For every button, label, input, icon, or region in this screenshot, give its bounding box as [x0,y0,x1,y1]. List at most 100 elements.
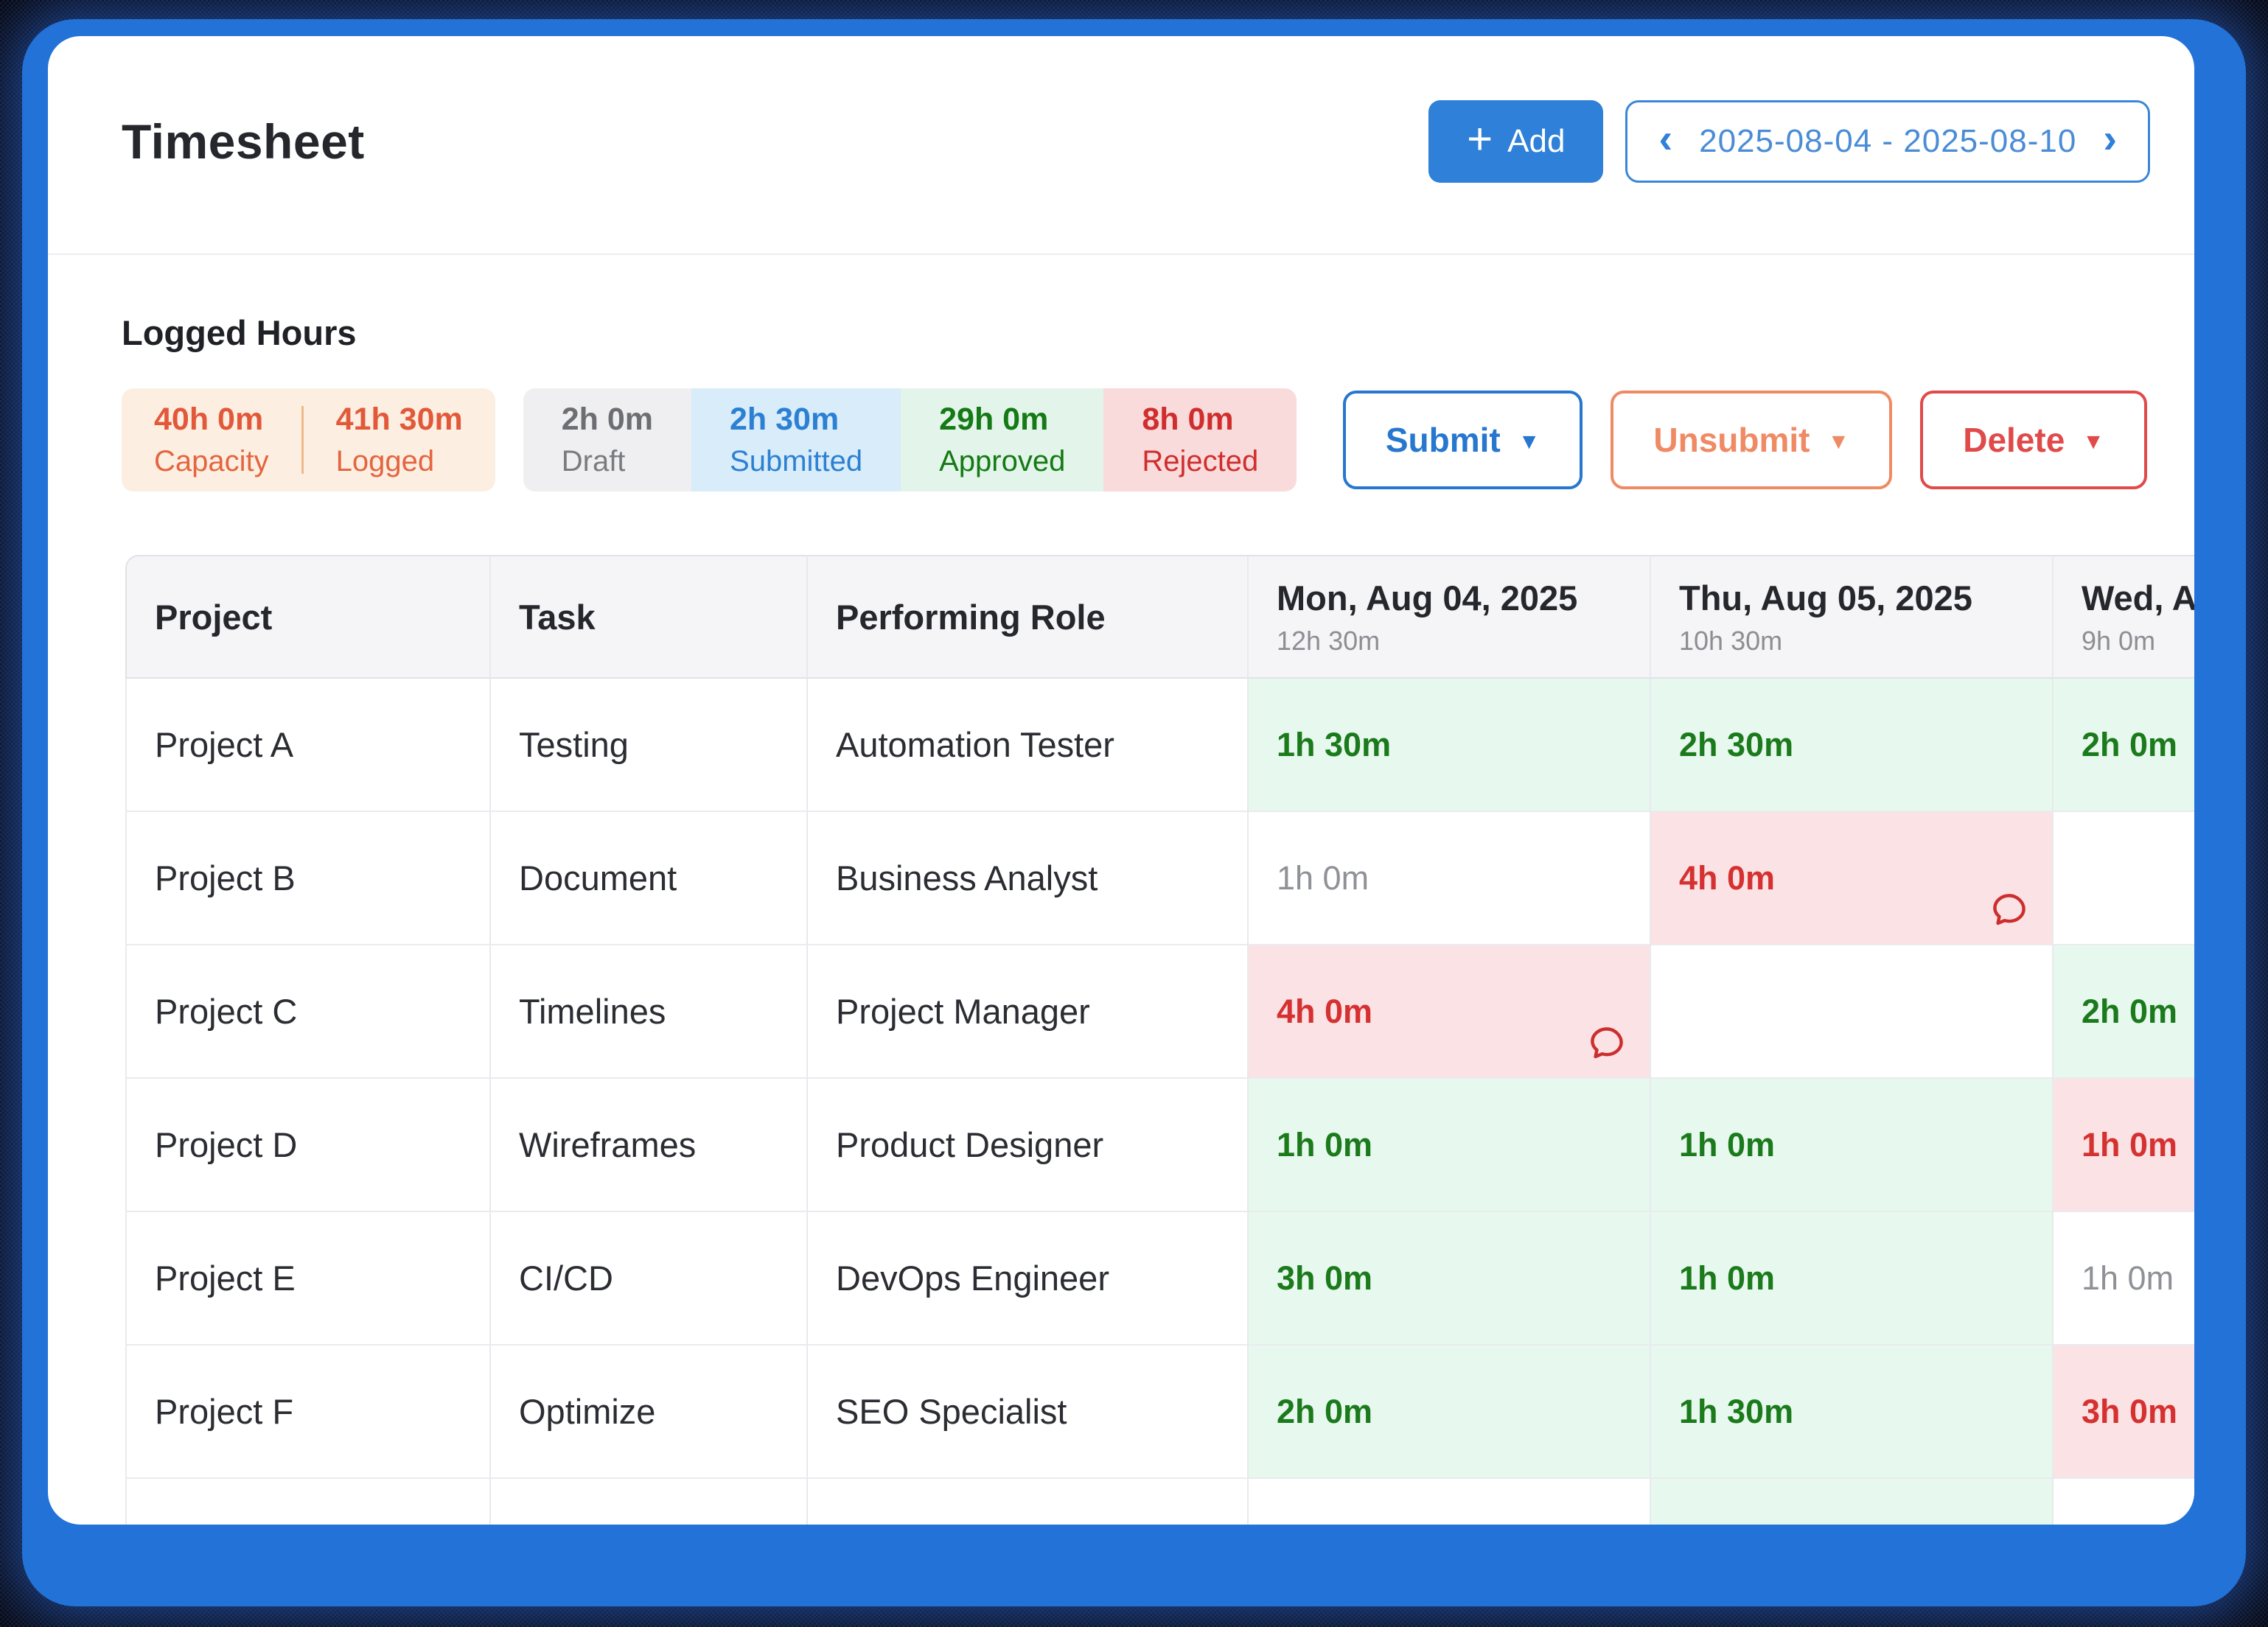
logged-time: 2h 0m [2082,725,2178,763]
project-cell: Project E [125,1212,491,1346]
column-header-day-2: Thu, Aug 05, 2025 10h 30m [1651,555,2054,679]
submit-button[interactable]: Submit ▼ [1342,391,1583,489]
task-cell: Optimize [491,1346,808,1479]
page-title: Timesheet [122,113,365,169]
capacity-stat: 40h 0m Capacity [122,400,301,480]
caret-down-icon: ▼ [1518,430,1541,454]
logged-time: 2h 0m [1277,1392,1373,1430]
rejected-label: Rejected [1142,444,1259,477]
logged-time: 4h 0m [1679,858,1776,897]
day-cell-empty[interactable] [1249,1479,1651,1525]
logged-time: 1h 0m [1679,1125,1776,1164]
unsubmit-button[interactable]: Unsubmit ▼ [1611,391,1893,489]
logged-time: 2h 0m [2082,992,2178,1030]
day-cell-approved[interactable]: 1h 30m [1651,1346,2054,1479]
day-cell-rejected[interactable]: 1h 0m [2054,1079,2194,1212]
role-cell: Automation Tester [808,679,1249,812]
table-row: Project GWrite blogContent Marketer 1h 0m [125,1479,2194,1525]
logged-hours-title: Logged Hours [122,313,357,352]
project-cell: Project A [125,679,491,812]
comment-icon [1591,1027,1623,1059]
day-cell-approved[interactable]: 1h 0m [1651,1479,2054,1525]
status-badge-approved: 29h 0m Approved [901,388,1104,491]
column-header-performing-role: Performing Role [808,555,1249,679]
task-cell: CI/CD [491,1212,808,1346]
add-button[interactable]: + Add [1428,99,1604,183]
project-cell: Project D [125,1079,491,1212]
day-cell-draft[interactable]: 1h 0m [2054,1212,2194,1346]
logged-time: 1h 0m [2082,1259,2174,1297]
bulk-actions: Submit ▼ Unsubmit ▼ Delete ▼ [1342,388,2147,491]
table-row: Project E CI/CD DevOps Engineer 3h 0m 1h 0m 1… [125,1212,2194,1346]
status-badge-draft: 2h 0m Draft [523,388,692,491]
approved-value: 29h 0m [939,402,1049,438]
logged-time: 1h 30m [1679,1392,1794,1430]
chevron-right-icon[interactable]: › [2103,114,2117,161]
day-cell-rejected[interactable]: 4h 0m [1651,812,2054,945]
logged-time: 4h 0m [1277,992,1373,1030]
submitted-label: Submitted [730,444,863,477]
timesheet-table: Project Task Performing Role Mon, Aug 04, 2… [125,555,2194,1525]
column-header-day-1: Mon, Aug 04, 2025 12h 30m [1249,555,1651,679]
delete-button-label: Delete [1963,421,2065,459]
logged-time: 1h 0m [1277,1125,1373,1164]
logged-label: Logged [335,444,435,477]
role-cell: SEO Specialist [808,1346,1249,1479]
column-label: Project [155,597,273,637]
project-cell: Project F [125,1346,491,1479]
day-total: 9h 0m [2082,625,2156,656]
header-actions: + Add ‹ 2025-08-04 - 2025-08-10 › [1428,99,2150,183]
day-cell-approved[interactable]: 2h 0m [2054,679,2194,812]
delete-button[interactable]: Delete ▼ [1920,391,2147,489]
rejected-value: 8h 0m [1142,402,1234,438]
day-cell-approved[interactable]: 2h 30m [1651,679,2054,812]
logged-time: 1h 30m [1277,725,1392,763]
plus-icon: + [1467,113,1493,164]
table-header-row: Project Task Performing Role Mon, Aug 04, 2… [125,555,2194,679]
unsubmit-button-label: Unsubmit [1653,421,1810,459]
capacity-value: 40h 0m [154,402,264,438]
logged-time: 1h 0m [2082,1125,2178,1164]
table-body: Project A Testing Automation Tester 1h 30m 2… [125,679,2194,1525]
day-cell-approved[interactable]: 1h 30m [1249,679,1651,812]
badge-divider [301,406,304,474]
capacity-label: Capacity [154,444,269,477]
submitted-value: 2h 30m [730,402,840,438]
day-cell-rejected[interactable]: 3h 0m [2054,1346,2194,1479]
logged-stat: 41h 30m Logged [304,400,495,480]
date-range-label: 2025-08-04 - 2025-08-10 [1699,122,2077,159]
draft-value: 2h 0m [561,402,654,438]
task-cell: Timelines [491,945,808,1079]
column-label: Mon, Aug 04, 2025 [1277,578,1578,617]
table-row: Project B Document Business Analyst 1h 0m 4h… [125,812,2194,945]
column-header-project: Project [125,555,491,679]
comment-icon [1993,894,2026,926]
day-cell-draft[interactable]: 1h 0m [1249,812,1651,945]
day-cell-approved[interactable]: 1h 0m [1651,1079,2054,1212]
status-badge-rejected: 8h 0m Rejected [1103,388,1297,491]
day-cell-approved[interactable]: 3h 0m [1249,1212,1651,1346]
column-label: Task [519,597,596,637]
day-total: 10h 30m [1679,625,1783,656]
day-cell-approved[interactable]: 1h 0m [1651,1212,2054,1346]
project-cell: Project G [125,1479,491,1525]
day-cell-approved[interactable]: 2h 0m [2054,945,2194,1079]
day-cell-approved[interactable]: 2h 0m [1249,1346,1651,1479]
project-cell: Project B [125,812,491,945]
draft-label: Draft [561,444,626,477]
day-cell-rejected[interactable]: 4h 0m [1249,945,1651,1079]
approved-label: Approved [939,444,1066,477]
day-cell-empty[interactable] [2054,812,2194,945]
project-cell: Project C [125,945,491,1079]
submit-button-label: Submit [1385,421,1501,459]
day-cell-approved[interactable]: 1h 0m [1249,1079,1651,1212]
day-cell-empty[interactable] [2054,1479,2194,1525]
day-cell-empty[interactable] [1651,945,2054,1079]
task-cell: Document [491,812,808,945]
table-row: Project A Testing Automation Tester 1h 30m 2… [125,679,2194,812]
logged-time: 1h 0m [1679,1259,1776,1297]
chevron-left-icon[interactable]: ‹ [1658,114,1673,161]
table-row: Project F Optimize SEO Specialist 2h 0m 1h 3… [125,1346,2194,1479]
table-row: Project C Timelines Project Manager 4h 0m 2h… [125,945,2194,1079]
date-range-picker[interactable]: ‹ 2025-08-04 - 2025-08-10 › [1625,99,2150,183]
